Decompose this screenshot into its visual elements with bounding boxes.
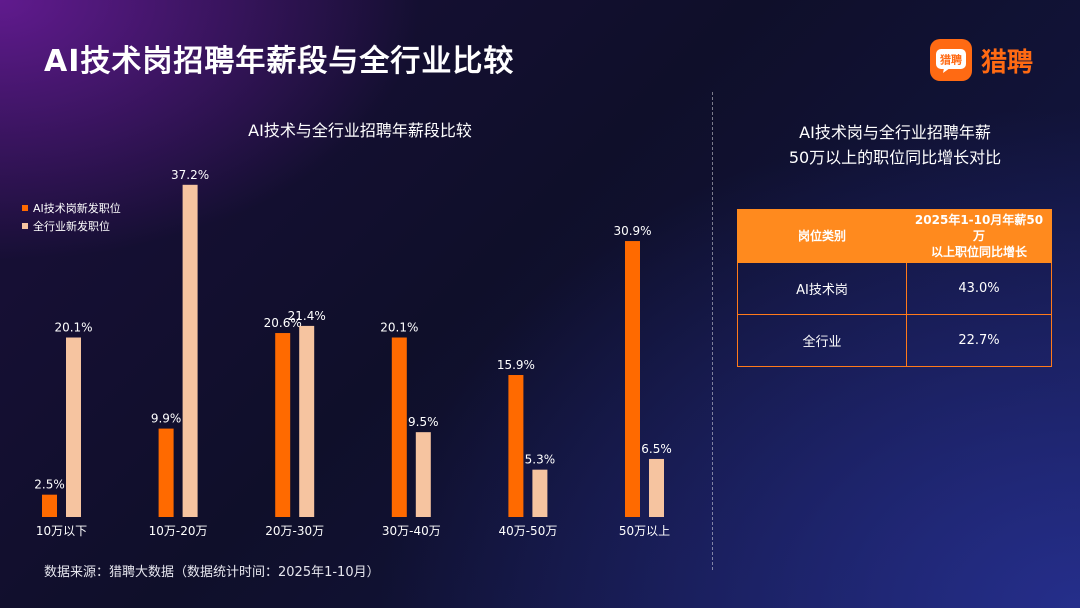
bar-ai-2 (275, 333, 291, 517)
logo-icon: 猎聘 (930, 39, 972, 81)
bar-all-3 (415, 432, 431, 517)
row-category: 全行业 (737, 314, 907, 367)
data-label-all-5: 6.5% (641, 442, 672, 456)
legend-label-all: 全行业新发职位 (33, 220, 110, 233)
comparison-title: AI技术岗与全行业招聘年薪 50万以上的职位同比增长对比 (740, 120, 1050, 170)
bar-ai-1 (158, 428, 174, 517)
legend-swatch-ai (22, 205, 28, 211)
liepin-logo: 猎聘 猎聘 (930, 38, 1033, 82)
legend-item-ai: AI技术岗新发职位 (22, 199, 121, 217)
table-row: AI技术岗 43.0% (737, 262, 1052, 315)
legend-label-ai: AI技术岗新发职位 (33, 202, 121, 215)
logo-mark-text: 猎聘 (940, 53, 962, 67)
data-label-ai-3: 20.1% (380, 321, 418, 335)
table-row: 全行业 22.7% (737, 314, 1052, 367)
row-value: 43.0% (906, 262, 1052, 315)
data-label-all-3: 9.5% (408, 415, 439, 429)
bar-all-4 (532, 469, 548, 517)
header-growth: 2025年1-10月年薪50万 以上职位同比增长 (906, 209, 1052, 263)
x-tick-label-3: 30万-40万 (382, 524, 441, 538)
row-category: AI技术岗 (737, 262, 907, 315)
bar-all-1 (182, 184, 198, 517)
x-tick-label-2: 20万-30万 (265, 524, 324, 538)
bar-ai-3 (391, 337, 407, 517)
bar-ai-0 (42, 494, 57, 517)
legend-item-all: 全行业新发职位 (22, 217, 121, 235)
header-category: 岗位类别 (737, 209, 907, 263)
table-header-row: 岗位类别 2025年1-10月年薪50万 以上职位同比增长 (737, 209, 1052, 263)
page-title: AI技术岗招聘年薪段与全行业比较 (44, 44, 515, 79)
data-label-all-0: 20.1% (54, 321, 92, 335)
section-divider (712, 92, 713, 570)
x-tick-label-0: 10万以下 (36, 524, 87, 538)
header-growth-line-2: 以上职位同比增长 (930, 245, 1027, 259)
legend-swatch-all (22, 223, 28, 229)
data-label-all-4: 5.3% (525, 453, 556, 467)
bar-all-2 (299, 325, 315, 517)
bar-all-5 (649, 458, 664, 517)
logo-text: 猎聘 (981, 47, 1034, 78)
data-label-all-2: 21.4% (288, 309, 326, 323)
header-growth-line-1: 2025年1-10月年薪50万 (914, 213, 1044, 243)
data-label-ai-1: 9.9% (151, 412, 182, 426)
x-tick-label-5: 50万以上 (619, 524, 670, 538)
bar-ai-5 (625, 241, 640, 518)
data-label-all-1: 37.2% (171, 168, 209, 182)
data-source-note: 数据来源：猎聘大数据（数据统计时间：2025年1-10月） (44, 565, 380, 580)
data-label-ai-4: 15.9% (497, 358, 535, 372)
comparison-table: 岗位类别 2025年1-10月年薪50万 以上职位同比增长 AI技术岗 43.0… (737, 209, 1052, 367)
x-tick-label-4: 40万-50万 (498, 524, 557, 538)
bar-all-0 (66, 337, 81, 517)
data-label-ai-5: 30.9% (613, 224, 651, 238)
data-label-ai-0: 2.5% (34, 478, 65, 492)
chart-legend: AI技术岗新发职位 全行业新发职位 (22, 199, 121, 235)
chart-title: AI技术与全行业招聘年薪段比较 (248, 121, 472, 140)
comparison-title-line-2: 50万以上的职位同比增长对比 (788, 148, 1002, 167)
bar-chart: 2.5% 20.1% 10万以下 9.9% 37.2% 10万-20万 20.6%21.4%… (34, 168, 672, 538)
x-tick-label-1: 10万-20万 (149, 524, 208, 538)
row-value: 22.7% (906, 314, 1052, 367)
comparison-title-line-1: AI技术岗与全行业招聘年薪 (799, 123, 991, 142)
bar-ai-4 (508, 375, 524, 517)
data-label-ai-2: 20.6% (264, 316, 302, 330)
